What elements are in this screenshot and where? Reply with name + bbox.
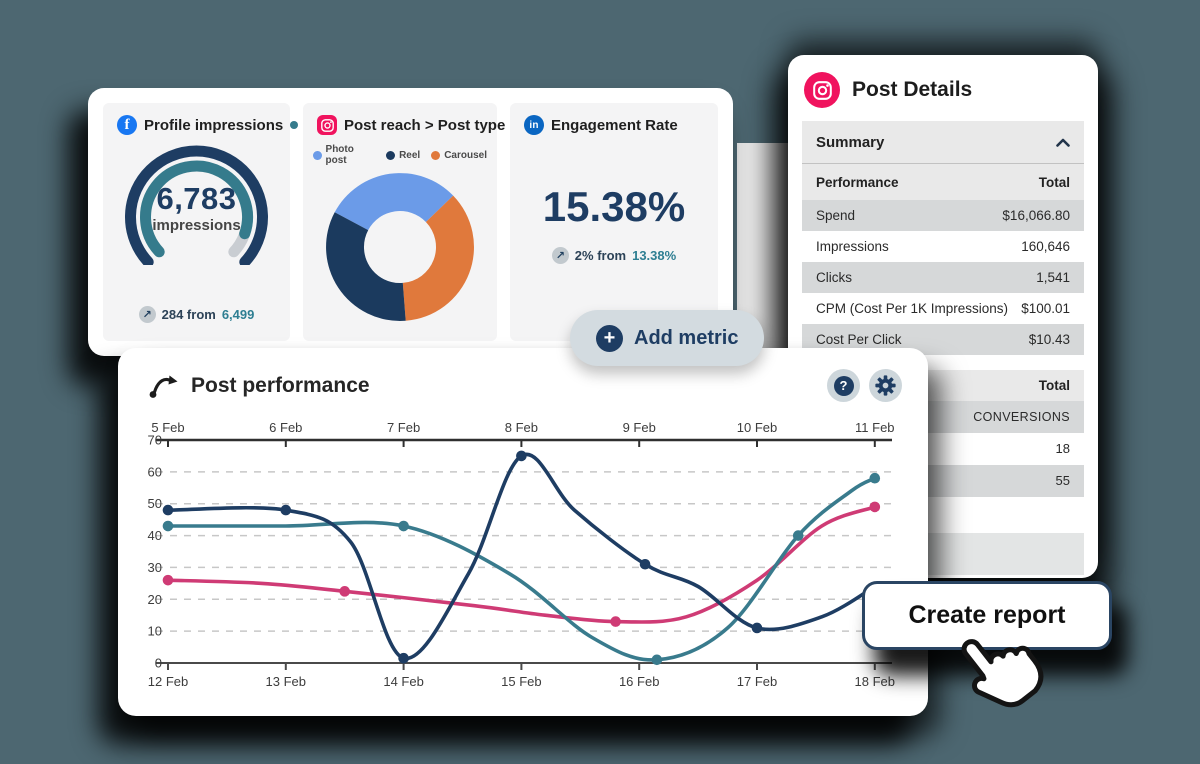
plus-icon: + xyxy=(596,324,623,352)
post-details-title: Post Details xyxy=(852,78,973,101)
column-header-total: Total xyxy=(1038,175,1070,190)
create-report-button[interactable]: Create report xyxy=(862,581,1112,650)
svg-text:50: 50 xyxy=(148,496,162,511)
svg-text:16 Feb: 16 Feb xyxy=(619,674,659,689)
svg-text:12 Feb: 12 Feb xyxy=(148,674,188,689)
summary-section: Summary Performance Total xyxy=(802,121,1084,200)
tile-engagement-rate: in Engagement Rate 15.38% ↗ 2% from 13.3… xyxy=(510,103,718,341)
table-row: 18 xyxy=(1055,441,1070,456)
hand-cursor-icon xyxy=(961,639,1044,708)
tile-title: Post reach > Post type xyxy=(344,116,506,134)
svg-text:0: 0 xyxy=(155,656,162,671)
facebook-icon: f xyxy=(117,115,137,135)
legend-item: Photo post xyxy=(313,144,375,166)
gauge-value: 6,783 xyxy=(156,181,237,216)
svg-text:5 Feb: 5 Feb xyxy=(151,420,184,435)
trend-up-icon: ↗ xyxy=(551,247,569,264)
post-performance-card: Post performance ? xyxy=(118,348,928,716)
trend-icon xyxy=(149,375,178,398)
table-row: Cost Per Click $10.43 xyxy=(802,324,1084,355)
add-metric-label: Add metric xyxy=(634,326,739,349)
line-chart: 5 Feb 6 Feb 7 Feb 8 Feb 9 Feb 10 Feb 11 Feb 12 … xyxy=(148,420,896,689)
tile-title: Engagement Rate xyxy=(551,116,678,134)
svg-text:20: 20 xyxy=(148,592,162,607)
svg-text:30: 30 xyxy=(148,560,162,575)
delta-text: 284 from xyxy=(161,307,216,322)
table-row: Impressions 160,646 xyxy=(816,239,1070,254)
svg-text:13 Feb: 13 Feb xyxy=(266,674,306,689)
delta-row: ↗ 2% from 13.38% xyxy=(520,247,708,270)
chart-title: Post performance xyxy=(191,373,370,397)
gauge-unit: impressions xyxy=(152,217,241,234)
impressions-gauge: 6,783 impressions xyxy=(113,137,280,270)
table-row: Clicks 1,541 xyxy=(802,262,1084,293)
svg-text:17 Feb: 17 Feb xyxy=(737,674,777,689)
divider xyxy=(802,163,1084,164)
svg-text:70: 70 xyxy=(148,433,162,448)
table-row: CPM (Cost Per 1K Impressions) $100.01 xyxy=(816,301,1070,316)
create-report: Create report xyxy=(862,581,1112,708)
trend-up-icon: ↗ xyxy=(138,306,156,323)
help-button[interactable]: ? xyxy=(827,369,860,402)
gear-icon xyxy=(875,375,896,396)
performance-table: Spend $16,066.80 Impressions 160,646 Clicks 1… xyxy=(802,200,1084,355)
instagram-icon xyxy=(804,72,840,108)
tile-title: Profile impressions xyxy=(144,116,284,134)
table-row: Spend $16,066.80 xyxy=(802,200,1084,231)
legend-item: Carousel xyxy=(431,144,487,166)
metrics-card: f Profile impressions 6,783 impressions … xyxy=(88,88,733,356)
svg-text:14 Feb: 14 Feb xyxy=(383,674,423,689)
tile-post-reach: Post reach > Post type Photo post Reel Car… xyxy=(303,103,505,341)
svg-text:6 Feb: 6 Feb xyxy=(269,420,302,435)
svg-text:60: 60 xyxy=(148,464,162,479)
status-dot-icon xyxy=(290,121,299,129)
add-metric-button[interactable]: + Add metric xyxy=(570,310,765,366)
tile-profile-impressions: f Profile impressions 6,783 impressions … xyxy=(103,103,299,341)
engagement-rate-value: 15.38% xyxy=(542,183,686,230)
svg-text:10: 10 xyxy=(148,624,162,639)
summary-toggle[interactable]: Summary xyxy=(802,121,1084,163)
legend-item: Reel xyxy=(386,144,420,166)
legend-dot-icon xyxy=(431,150,441,160)
donut-chart xyxy=(326,173,474,322)
svg-text:7 Feb: 7 Feb xyxy=(387,420,420,435)
legend-dot-icon xyxy=(386,150,396,160)
chevron-up-icon xyxy=(1056,138,1070,147)
linkedin-icon: in xyxy=(524,115,544,135)
legend-dot-icon xyxy=(313,150,322,160)
delta-text: 2% from xyxy=(574,248,627,263)
summary-label: Summary xyxy=(816,134,885,151)
svg-text:18 Feb: 18 Feb xyxy=(855,674,895,689)
svg-text:10 Feb: 10 Feb xyxy=(737,420,777,435)
svg-text:40: 40 xyxy=(148,528,162,543)
svg-text:11 Feb: 11 Feb xyxy=(855,420,895,435)
svg-text:9 Feb: 9 Feb xyxy=(623,420,656,435)
donut-legend: Photo post Reel Carousel xyxy=(313,144,487,166)
svg-text:8 Feb: 8 Feb xyxy=(505,420,538,435)
instagram-icon xyxy=(317,115,337,135)
delta-row: ↗ 284 from 6,499 xyxy=(113,306,280,329)
delta-reference: 6,499 xyxy=(221,307,255,322)
delta-reference: 13.38% xyxy=(632,248,677,263)
question-icon: ? xyxy=(833,375,854,396)
gauge-chart xyxy=(125,145,268,268)
svg-text:15 Feb: 15 Feb xyxy=(501,674,541,689)
column-header-performance: Performance xyxy=(816,175,899,190)
settings-button[interactable] xyxy=(869,369,902,402)
